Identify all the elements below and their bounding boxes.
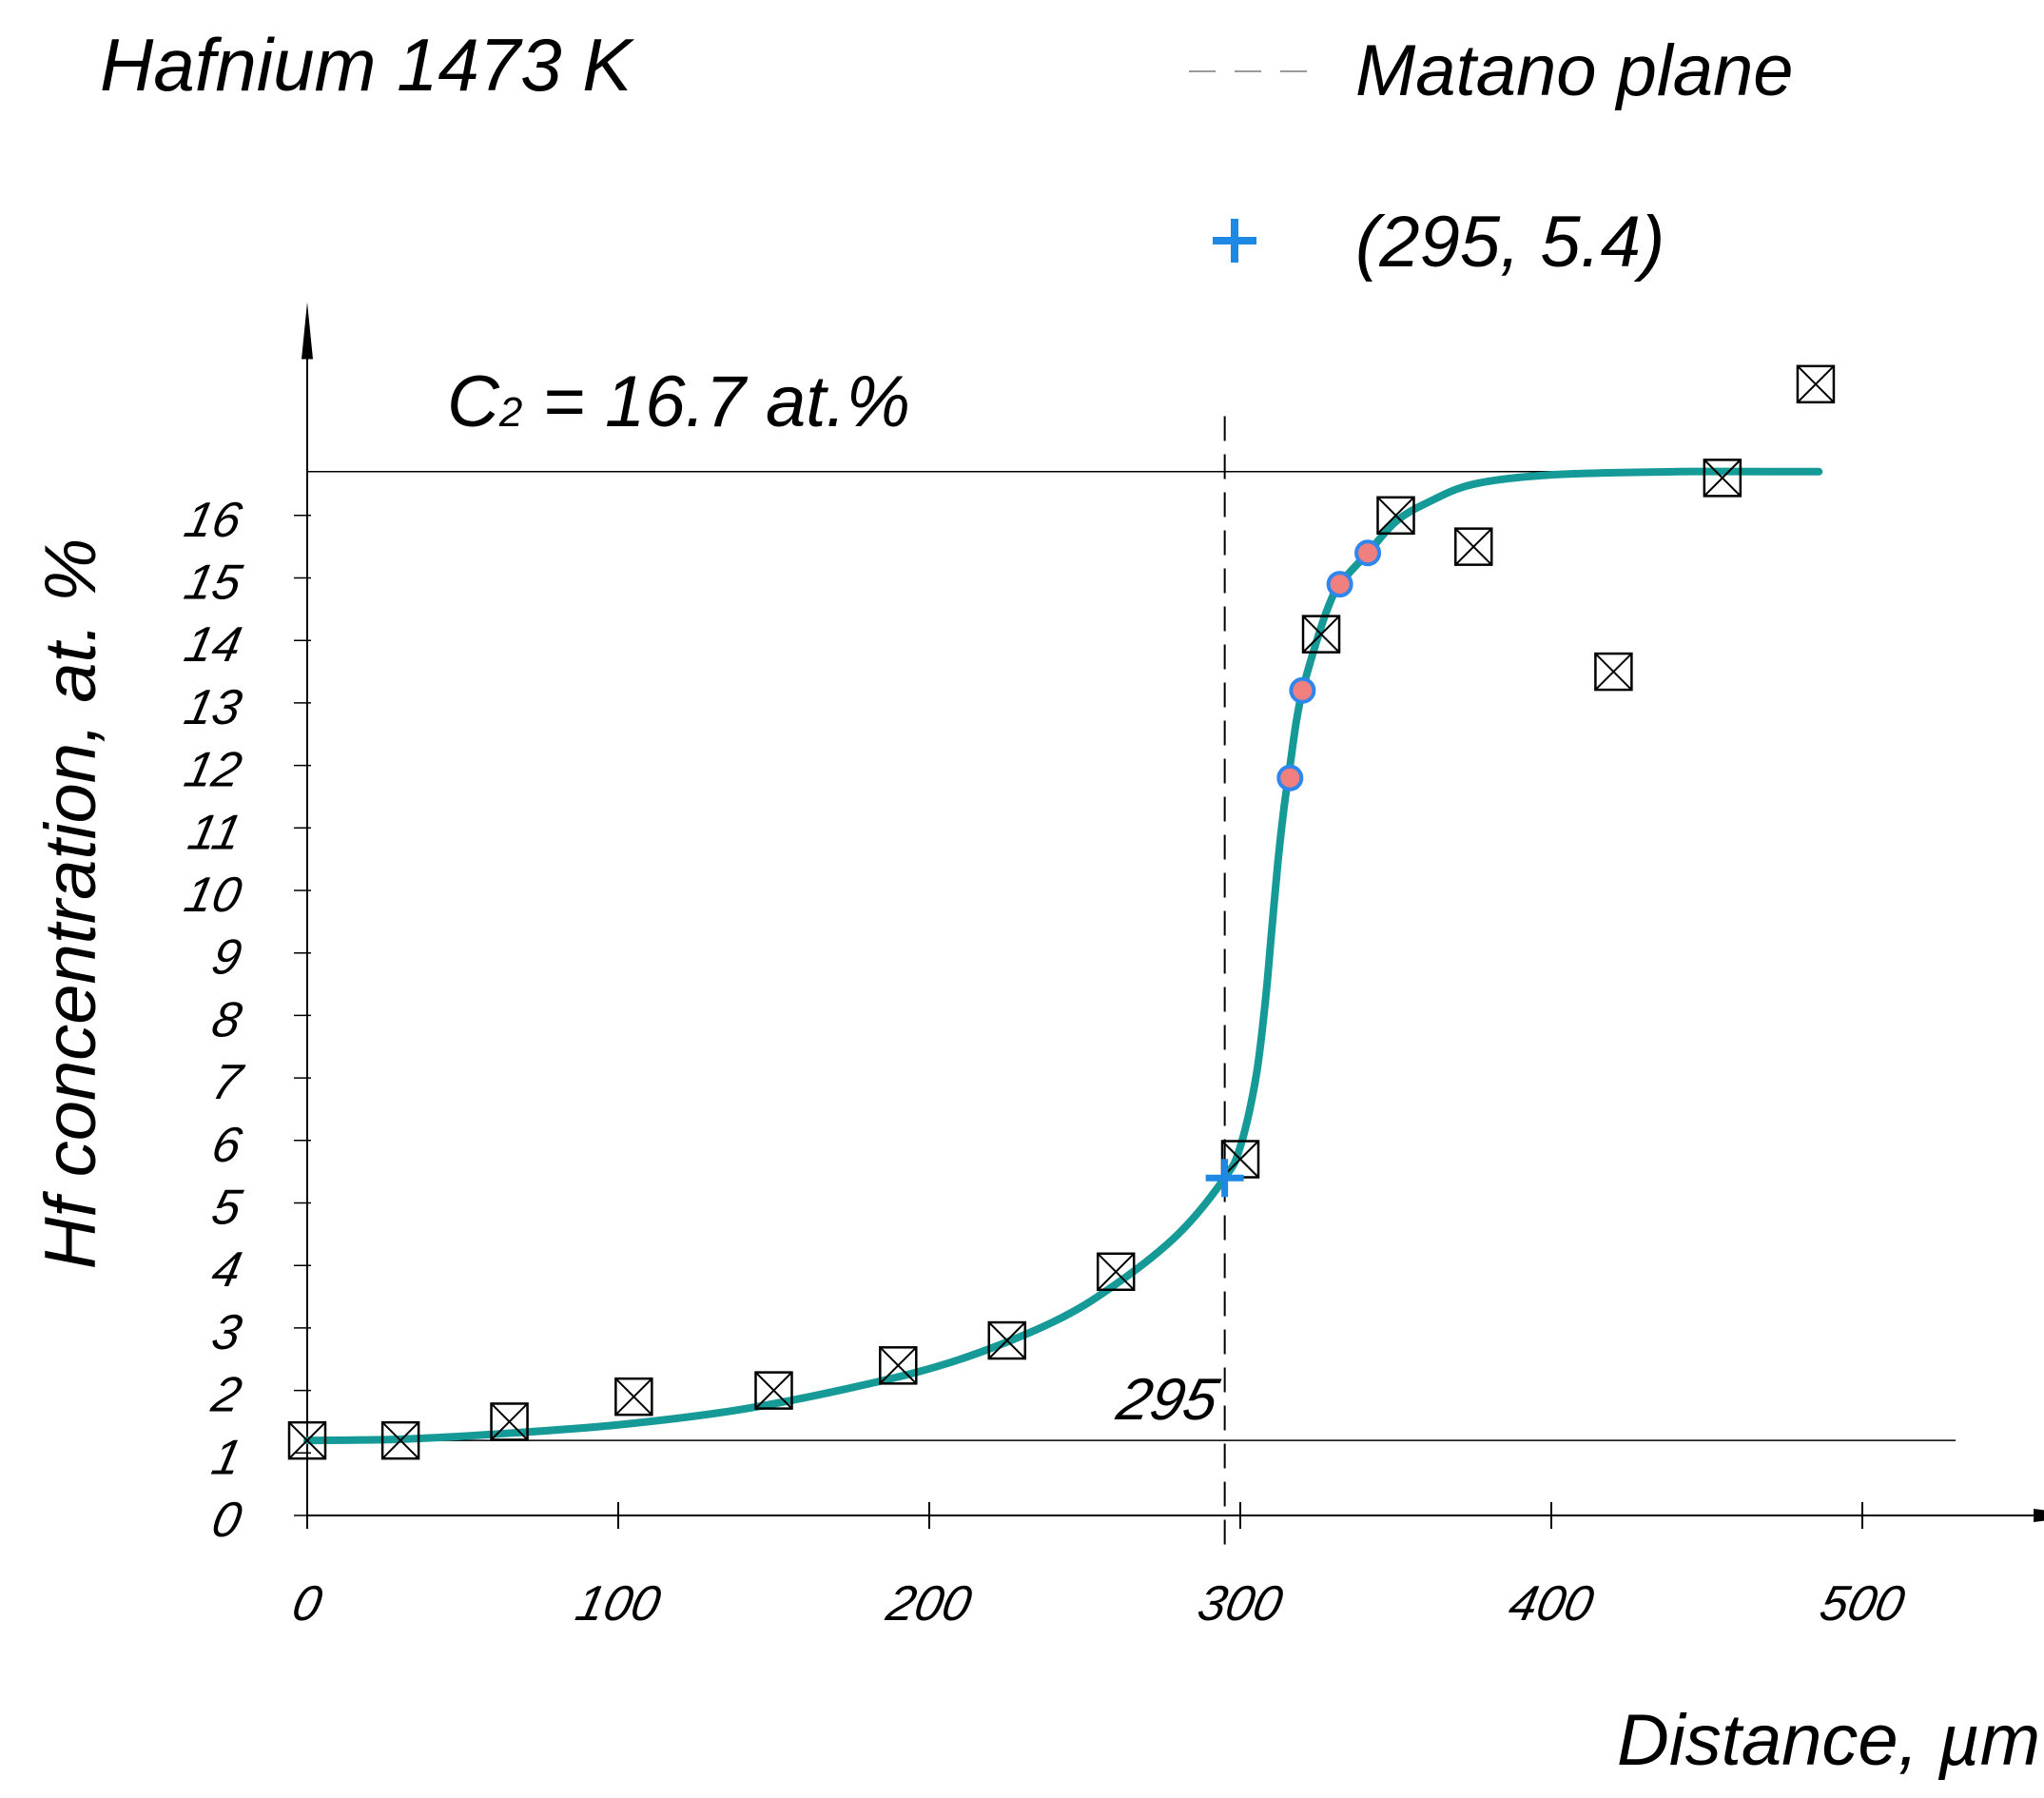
chart-title: Hafnium 1473 K (100, 23, 634, 107)
marker-cross-b (754, 1371, 793, 1410)
measured-point (1301, 615, 1341, 654)
marker-box (879, 1346, 918, 1385)
legend-plus-icon (1213, 219, 1256, 263)
y-tick-label: 3 (207, 1304, 246, 1359)
x-tick-label: 0 (287, 1576, 326, 1632)
y-tick-label: 5 (207, 1180, 247, 1235)
marker-box (987, 1320, 1026, 1360)
marker-box (287, 1420, 327, 1460)
measured-point (490, 1402, 529, 1441)
legend-matano-label: Matano plane (1355, 30, 1794, 111)
measured-point (1454, 527, 1493, 566)
c2-prefix: C (447, 362, 500, 442)
c2-subscript: 2 (498, 389, 522, 436)
fitted-point (1276, 764, 1304, 792)
c2-suffix: = 16.7 at.% (522, 362, 910, 442)
y-tick-label: 11 (184, 805, 246, 860)
axes (302, 302, 2044, 1522)
fit-curve-layer (303, 467, 1823, 1445)
marker-cross-b (288, 1421, 326, 1459)
y-tick-label: 15 (180, 555, 247, 610)
x-tick-label: 100 (571, 1576, 665, 1632)
c2-annotation: C2 = 16.7 at.% (447, 362, 910, 442)
y-tick-label: 2 (206, 1367, 246, 1422)
matano-point (1205, 1159, 1244, 1198)
measured-point (380, 1420, 420, 1460)
legend-point-label: (295, 5.4) (1355, 202, 1664, 283)
measured-point (879, 1346, 918, 1385)
y-axis-label: Hf concentration, at. % (30, 538, 111, 1270)
marker-box (1454, 527, 1493, 566)
marker-cross-b (1376, 497, 1415, 535)
marker-box (1301, 615, 1341, 654)
measured-point (1796, 364, 1836, 404)
marker-cross-b (1797, 365, 1835, 403)
measured-point (987, 1320, 1026, 1360)
marker-cross-b (381, 1421, 419, 1459)
marker-cross-b (614, 1378, 653, 1416)
marker-box (1096, 1252, 1136, 1292)
marker-cross-b (988, 1321, 1026, 1359)
y-tick-label: 7 (207, 1055, 248, 1110)
legend: Matano plane (295, 5.4) (1189, 30, 1794, 283)
marker-box (490, 1402, 529, 1441)
y-axis-arrow (302, 302, 313, 360)
marker-cross-b (1097, 1253, 1135, 1291)
marker-box (380, 1420, 420, 1460)
y-tick-label: 13 (180, 679, 246, 734)
y-tick-label: 9 (207, 929, 246, 985)
marker-cross-b (1302, 615, 1340, 654)
marker-cross-b (1221, 1140, 1259, 1179)
y-tick-label: 4 (207, 1242, 246, 1298)
measured-point (1376, 496, 1415, 536)
x-tick-label: 300 (1193, 1576, 1287, 1632)
y-tick-label: 8 (207, 992, 246, 1047)
y-tick-label: 16 (180, 492, 247, 547)
y-tick-label: 6 (207, 1117, 247, 1172)
measured-point (1594, 652, 1633, 692)
y-tick-label: 12 (180, 742, 246, 797)
marker-box (754, 1371, 793, 1410)
y-tick-label: 10 (180, 868, 246, 923)
fitted-point (1354, 539, 1382, 567)
marker-box (1703, 459, 1742, 498)
measured-point (1703, 459, 1742, 498)
fitted-point (1289, 676, 1316, 704)
marker-cross-b (1594, 653, 1633, 691)
measured-point (1096, 1252, 1136, 1292)
x-tick-label: 200 (881, 1576, 976, 1632)
fitted-point (1326, 571, 1353, 598)
measured-point (614, 1377, 653, 1417)
marker-cross-b (1454, 527, 1492, 566)
data-points (287, 364, 1836, 1460)
marker-box (1376, 496, 1415, 536)
fit-curve (303, 467, 1823, 1445)
x-tick-label: 400 (1504, 1576, 1598, 1632)
y-tick-label: 0 (207, 1493, 246, 1548)
measured-point (754, 1371, 793, 1410)
x-tick-label: 500 (1815, 1576, 1909, 1632)
marker-cross-b (1703, 459, 1742, 498)
y-tick-label: 14 (180, 617, 246, 673)
x-axis-arrow (2034, 1509, 2044, 1522)
marker-box (614, 1377, 653, 1417)
marker-box (1796, 364, 1836, 404)
measured-point (287, 1420, 327, 1460)
x-ticks: 0 100 200 300 400 500 (287, 1502, 1910, 1632)
marker-box (1594, 652, 1633, 692)
x-axis-label: Distance, µm (1617, 1700, 2040, 1781)
marker-cross-b (490, 1402, 529, 1441)
marker-cross-b (879, 1346, 918, 1385)
y-tick-label: 1 (207, 1430, 246, 1485)
matano-x-annotation: 295 (1111, 1367, 1225, 1433)
